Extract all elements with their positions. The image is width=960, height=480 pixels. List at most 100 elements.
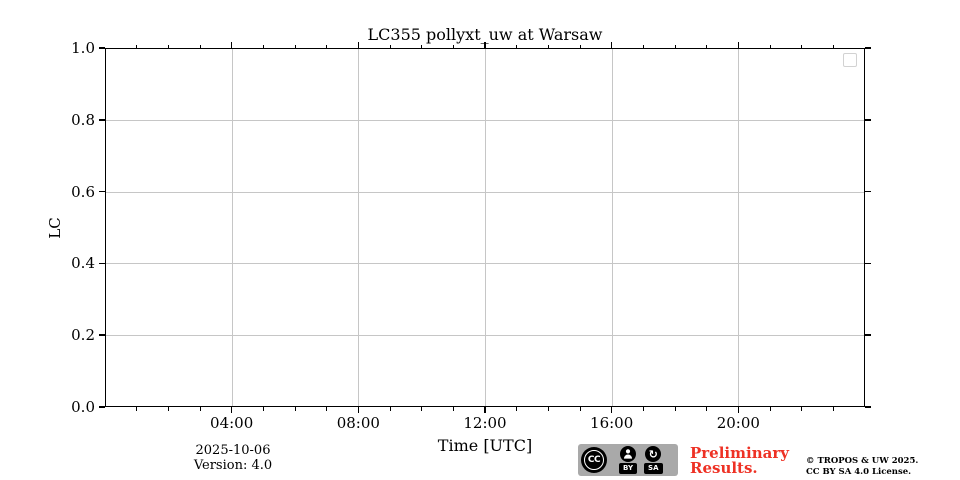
y-tick-right bbox=[865, 406, 871, 408]
y-tick-label: 0.6 bbox=[71, 182, 95, 201]
grid-line-vertical bbox=[485, 49, 486, 406]
plot-area bbox=[105, 48, 865, 407]
x-tick-top bbox=[199, 44, 201, 48]
x-tick-bottom bbox=[801, 407, 803, 411]
cc-license-badge: CC BY ↻ SA bbox=[578, 444, 678, 476]
x-tick-top bbox=[832, 44, 834, 48]
x-tick-bottom bbox=[642, 407, 644, 411]
x-tick-bottom bbox=[547, 407, 549, 411]
cc-sa-label: SA bbox=[644, 463, 663, 474]
grid-line-horizontal bbox=[106, 263, 864, 265]
x-tick-top bbox=[674, 44, 676, 48]
x-tick-top bbox=[516, 44, 518, 48]
x-tick-top bbox=[769, 44, 771, 48]
x-tick-bottom bbox=[389, 407, 391, 411]
grid-line-horizontal bbox=[106, 119, 864, 121]
x-tick-bottom bbox=[832, 407, 834, 411]
cc-sa-block: ↻ SA bbox=[644, 446, 663, 474]
plot-date: 2025-10-06 bbox=[195, 443, 271, 458]
copyright-line-2: CC BY SA 4.0 License. bbox=[806, 466, 912, 477]
x-tick-bottom bbox=[230, 407, 233, 413]
y-tick-left bbox=[99, 119, 105, 121]
x-tick-bottom bbox=[326, 407, 328, 411]
x-tick-bottom bbox=[769, 407, 771, 411]
y-tick-label: 1.0 bbox=[71, 39, 95, 57]
copyright-line-1: © TROPOS & UW 2025. bbox=[806, 456, 919, 466]
x-tick-bottom bbox=[262, 407, 264, 411]
x-tick-bottom bbox=[579, 407, 581, 411]
y-tick-left bbox=[99, 406, 105, 408]
grid-line-vertical bbox=[611, 49, 613, 406]
x-tick-top bbox=[294, 44, 296, 48]
cc-by-person-icon bbox=[620, 446, 637, 462]
x-tick-label: 12:00 bbox=[463, 414, 507, 432]
x-tick-top bbox=[579, 44, 581, 48]
x-tick-bottom bbox=[484, 407, 486, 413]
x-tick-bottom bbox=[452, 407, 454, 411]
preliminary-line-1: Preliminary bbox=[690, 444, 789, 462]
x-tick-top bbox=[801, 44, 803, 48]
x-axis-label: Time [UTC] bbox=[437, 436, 533, 455]
x-tick-top bbox=[706, 44, 708, 48]
x-tick-bottom bbox=[706, 407, 708, 411]
x-tick-top bbox=[737, 42, 740, 48]
x-tick-top bbox=[389, 44, 391, 48]
copyright-note: © TROPOS & UW 2025. CC BY SA 4.0 License… bbox=[806, 456, 918, 477]
x-tick-bottom bbox=[167, 407, 169, 411]
x-tick-bottom bbox=[610, 407, 613, 413]
x-tick-bottom bbox=[199, 407, 201, 411]
x-tick-bottom bbox=[357, 407, 360, 413]
cc-logo-icon: CC bbox=[581, 447, 607, 473]
grid-line-horizontal bbox=[106, 191, 864, 193]
y-tick-left bbox=[99, 190, 105, 193]
y-tick-right bbox=[865, 334, 871, 336]
x-tick-top bbox=[230, 42, 233, 48]
y-tick-label: 0.4 bbox=[71, 254, 95, 273]
chart-title: LC355 pollyxt_uw at Warsaw bbox=[367, 25, 603, 44]
x-tick-top bbox=[642, 44, 644, 48]
cc-logo-text: CC bbox=[584, 450, 604, 470]
y-tick-label: 0.2 bbox=[71, 326, 95, 345]
y-tick-right bbox=[865, 119, 871, 121]
x-tick-top bbox=[326, 44, 328, 48]
x-tick-top bbox=[452, 44, 454, 48]
x-tick-label: 04:00 bbox=[210, 414, 254, 432]
x-tick-bottom bbox=[421, 407, 423, 411]
y-tick-label: 0.8 bbox=[71, 110, 95, 129]
x-tick-top bbox=[484, 42, 486, 48]
y-tick-right bbox=[865, 190, 871, 193]
cc-sa-arrow-icon: ↻ bbox=[645, 446, 662, 462]
x-tick-label: 20:00 bbox=[716, 414, 760, 432]
preliminary-line-2: Results. bbox=[690, 459, 758, 477]
y-tick-left bbox=[99, 334, 105, 336]
x-tick-top bbox=[547, 44, 549, 48]
legend-box bbox=[843, 53, 857, 67]
x-tick-bottom bbox=[737, 407, 740, 413]
y-tick-left bbox=[99, 47, 105, 49]
x-tick-top bbox=[262, 44, 264, 48]
x-tick-bottom bbox=[516, 407, 518, 411]
grid-line-vertical bbox=[358, 49, 360, 406]
x-tick-bottom bbox=[136, 407, 138, 411]
y-tick-left bbox=[99, 262, 105, 265]
cc-by-label: BY bbox=[619, 463, 638, 474]
y-tick-label: 0.0 bbox=[71, 398, 95, 416]
x-tick-top bbox=[357, 42, 360, 48]
grid-line-vertical bbox=[738, 49, 740, 406]
preliminary-results-note: Preliminary Results. bbox=[690, 446, 789, 476]
x-tick-bottom bbox=[674, 407, 676, 411]
y-axis-label: LC bbox=[46, 217, 64, 239]
x-tick-top bbox=[136, 44, 138, 48]
grid-line-horizontal bbox=[106, 335, 864, 337]
x-tick-label: 08:00 bbox=[336, 414, 380, 432]
date-version-block: 2025-10-06 Version: 4.0 bbox=[152, 443, 314, 473]
plot-version: Version: 4.0 bbox=[193, 458, 273, 473]
x-tick-top bbox=[421, 44, 423, 48]
x-tick-bottom bbox=[294, 407, 296, 411]
grid-line-vertical bbox=[231, 49, 233, 406]
x-tick-top bbox=[167, 44, 169, 48]
y-tick-right bbox=[865, 262, 871, 265]
cc-by-block: BY bbox=[619, 446, 638, 474]
x-tick-label: 16:00 bbox=[590, 414, 634, 432]
